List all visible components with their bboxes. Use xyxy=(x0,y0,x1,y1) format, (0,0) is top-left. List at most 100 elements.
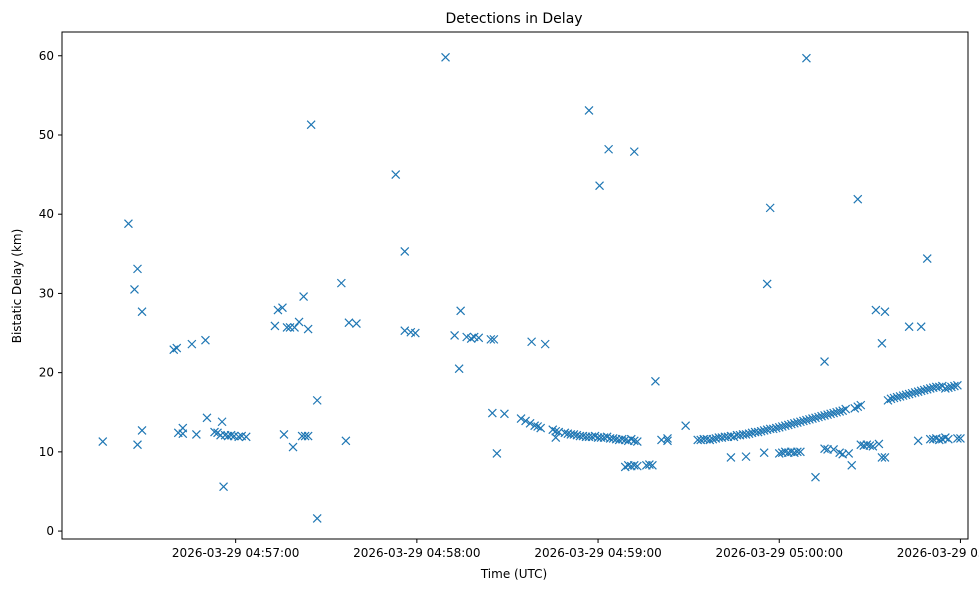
data-point xyxy=(829,445,839,454)
data-point xyxy=(771,423,781,433)
data-point xyxy=(169,345,179,355)
data-point xyxy=(940,384,950,393)
data-point xyxy=(133,264,142,274)
data-point xyxy=(865,441,875,450)
data-point xyxy=(883,395,893,405)
data-point xyxy=(798,416,808,426)
data-point xyxy=(352,319,361,328)
data-point xyxy=(844,449,854,458)
y-tick-label-1: 10 xyxy=(39,445,54,459)
data-point xyxy=(632,437,642,446)
data-point xyxy=(626,434,636,444)
data-point xyxy=(191,430,201,439)
data-point xyxy=(312,513,322,523)
data-point xyxy=(530,421,540,431)
data-markers xyxy=(98,52,965,523)
data-point xyxy=(312,395,322,405)
data-point xyxy=(303,431,313,441)
y-axis: 0 10 20 30 40 50 60 xyxy=(39,49,62,538)
data-point xyxy=(826,409,836,419)
data-point xyxy=(756,426,766,436)
data-point xyxy=(829,408,839,418)
data-point xyxy=(904,389,914,399)
data-point xyxy=(454,364,464,374)
data-point xyxy=(949,381,959,391)
data-point xyxy=(741,452,751,462)
data-point xyxy=(802,415,811,425)
data-point xyxy=(608,433,618,443)
data-point xyxy=(777,422,787,431)
plot-frame xyxy=(61,31,969,540)
data-point xyxy=(98,437,108,446)
data-point xyxy=(681,421,691,431)
data-point xyxy=(871,305,881,315)
data-point xyxy=(907,388,917,398)
data-point xyxy=(202,413,212,423)
data-point xyxy=(913,436,923,446)
data-point xyxy=(808,414,817,424)
data-point xyxy=(516,414,526,424)
data-point xyxy=(820,357,829,366)
data-point xyxy=(629,460,639,470)
data-point xyxy=(916,322,926,332)
data-point xyxy=(400,326,410,336)
data-point xyxy=(525,418,535,428)
x-tick-label-2: 2026-03-29 04:59:00 xyxy=(534,546,661,560)
data-point xyxy=(774,422,784,432)
data-point xyxy=(647,460,657,470)
data-point xyxy=(759,448,769,458)
data-point xyxy=(279,430,289,439)
data-point xyxy=(853,194,863,204)
x-axis-label: Time (UTC) xyxy=(480,567,547,581)
data-point xyxy=(795,447,805,457)
data-point xyxy=(595,181,604,191)
data-point xyxy=(820,410,829,420)
data-point xyxy=(172,343,182,353)
data-point xyxy=(487,408,497,418)
data-point xyxy=(922,254,932,263)
data-point xyxy=(925,384,935,393)
data-point xyxy=(629,147,639,157)
data-point xyxy=(783,420,793,430)
data-point xyxy=(521,416,530,426)
data-point xyxy=(391,170,401,180)
data-point xyxy=(841,404,851,414)
data-point xyxy=(629,436,639,446)
data-point xyxy=(282,323,292,332)
data-point xyxy=(934,382,944,392)
data-point xyxy=(823,410,832,420)
data-point xyxy=(278,303,287,313)
data-point xyxy=(548,425,558,435)
data-point xyxy=(811,413,820,423)
data-point xyxy=(441,52,450,62)
data-point xyxy=(303,324,313,334)
data-point xyxy=(489,334,499,344)
data-point xyxy=(759,426,769,435)
data-point xyxy=(299,292,309,302)
data-point xyxy=(802,53,811,63)
data-point xyxy=(913,387,923,397)
data-point xyxy=(234,432,244,442)
data-point xyxy=(551,433,561,443)
data-point xyxy=(187,339,197,349)
data-point xyxy=(500,409,509,419)
data-point xyxy=(901,390,911,400)
data-point xyxy=(226,430,236,440)
y-tick-label-2: 20 xyxy=(39,366,54,380)
data-point xyxy=(536,423,546,433)
data-point xyxy=(400,247,410,256)
data-point xyxy=(705,435,715,445)
x-tick-label-3: 2026-03-29 05:00:00 xyxy=(716,546,843,560)
data-point xyxy=(956,433,965,443)
data-point xyxy=(492,449,502,458)
data-point xyxy=(584,106,594,115)
data-point xyxy=(868,441,878,451)
data-point xyxy=(560,428,570,438)
data-point xyxy=(726,452,736,462)
data-point xyxy=(178,423,188,433)
data-point xyxy=(486,334,496,344)
x-axis: 2026-03-29 04:57:00 2026-03-29 04:58:00 20… xyxy=(172,539,979,560)
data-point xyxy=(273,305,283,315)
y-tick-label-5: 50 xyxy=(39,128,54,142)
